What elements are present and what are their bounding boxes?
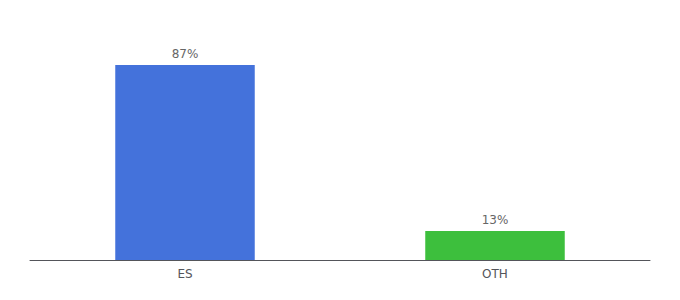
svg-text:ES: ES	[177, 267, 192, 281]
svg-text:13%: 13%	[482, 213, 509, 227]
svg-text:87%: 87%	[172, 47, 199, 61]
svg-text:OTH: OTH	[482, 267, 508, 281]
